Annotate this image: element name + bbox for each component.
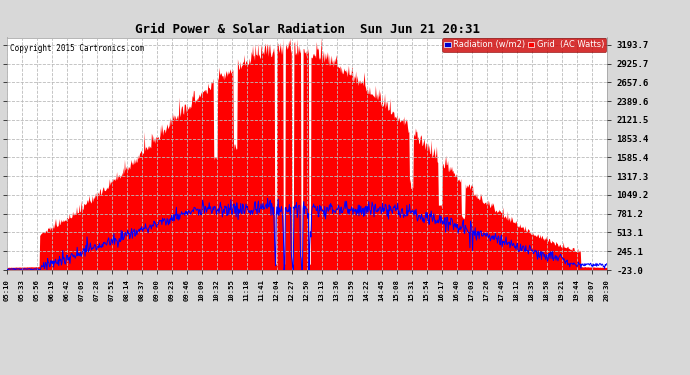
Text: Copyright 2015 Cartronics.com: Copyright 2015 Cartronics.com [10, 45, 144, 54]
Legend: Radiation (w/m2), Grid  (AC Watts): Radiation (w/m2), Grid (AC Watts) [442, 38, 607, 51]
Title: Grid Power & Solar Radiation  Sun Jun 21 20:31: Grid Power & Solar Radiation Sun Jun 21 … [135, 23, 480, 36]
